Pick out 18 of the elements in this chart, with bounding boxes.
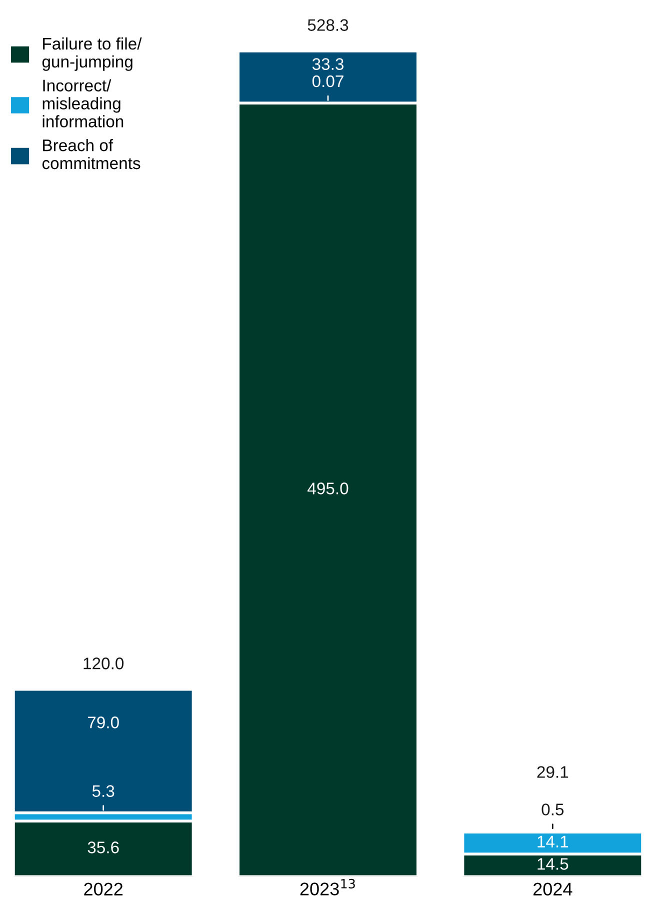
x-tick-label: 2022 (84, 882, 123, 896)
total-label: 29.1 (537, 766, 568, 778)
data-label: 79.0 (88, 716, 119, 728)
data-label: 14.1 (538, 836, 568, 848)
total-label: 120.0 (84, 658, 124, 670)
x-tick-label: 2024 (533, 882, 572, 896)
data-label: 35.6 (88, 842, 119, 854)
data-label: 14.5 (538, 858, 568, 870)
legend-label: Incorrect/ misleading information (42, 79, 124, 128)
data-label: 33.3 (312, 58, 344, 70)
legend-label: Breach of commitments (42, 138, 140, 170)
legend-label: Failure to file/ gun-jumping (42, 37, 142, 71)
total-label: 528.3 (308, 19, 348, 31)
data-label: 0.07 (312, 75, 344, 88)
data-label: 0.5 (542, 804, 564, 816)
data-label: 5.3 (92, 785, 114, 797)
x-tick-label: 2023$^{13}$ (300, 878, 355, 896)
data-label: 495.0 (308, 482, 348, 494)
